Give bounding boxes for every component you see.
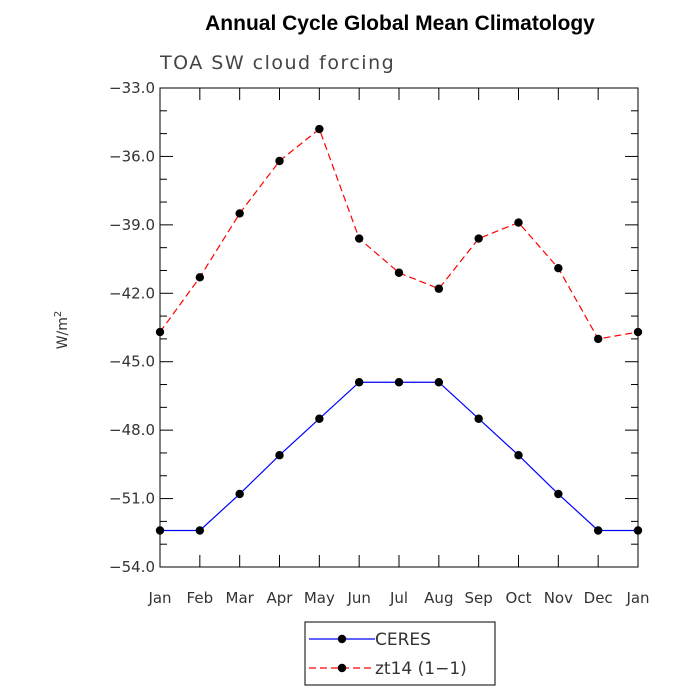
x-tick-label: Feb: [187, 589, 214, 607]
x-tick-label: Jan: [147, 589, 171, 607]
series-2-point: [593, 334, 603, 344]
series-1-point: [474, 414, 483, 423]
series-1-point: [633, 526, 643, 535]
series-2-point: [474, 234, 483, 243]
legend-label-2: zt14 (1−1): [375, 659, 467, 679]
series-2-point: [434, 284, 444, 293]
series-2-point: [394, 268, 404, 277]
y-tick-label: −51.0: [109, 490, 155, 508]
y-axis-label: W/m2: [53, 311, 71, 350]
y-axis-label-text: W/m: [55, 317, 71, 349]
y-tick-label: −45.0: [109, 353, 155, 371]
series-2-point: [155, 327, 165, 337]
y-tick-label: −33.0: [109, 79, 155, 97]
series-line-2: [159, 128, 639, 340]
x-tick-label: Mar: [226, 589, 255, 607]
series-1-point: [315, 414, 324, 423]
series-2-point: [275, 156, 284, 166]
series-1-point: [514, 451, 523, 460]
series-1-point: [554, 489, 563, 499]
legend-marker-2: [337, 663, 347, 673]
y-tick-label: −42.0: [109, 284, 155, 302]
x-tick-label: Aug: [424, 589, 453, 607]
x-tick-label: Dec: [584, 589, 613, 607]
x-tick-label: Oct: [506, 589, 532, 607]
series-1-point: [593, 526, 603, 535]
legend-box: [304, 621, 496, 686]
plot-area: −33.0 −36.0 −39.0 −42.0 −45.0 −48.0 −51.0 −54.0…: [109, 79, 650, 607]
series-2-point: [633, 327, 643, 337]
legend: CERES zt14 (1−1): [304, 621, 496, 686]
series-1-point: [235, 489, 244, 499]
chart-subtitle: TOA SW cloud forcing: [159, 52, 395, 74]
x-tick-label: Apr: [267, 589, 294, 607]
x-tick-label: May: [304, 589, 335, 607]
x-tick-label: Sep: [465, 589, 493, 607]
series-1-point: [275, 451, 284, 460]
x-tick-label: Jul: [389, 589, 408, 607]
x-tick-label: Jan: [625, 589, 649, 607]
series-1-point: [195, 526, 205, 535]
plot-frame: [159, 87, 639, 568]
legend-marker-1: [337, 634, 347, 644]
series-1-point: [394, 378, 404, 387]
series-2-point: [315, 124, 324, 134]
y-tick-label: −48.0: [109, 421, 155, 439]
series-2-point: [554, 263, 563, 273]
x-tick-label: Jun: [346, 589, 370, 607]
series-2-point: [514, 218, 523, 227]
chart-title: Annual Cycle Global Mean Climatology: [205, 12, 595, 35]
series-1-point: [354, 378, 364, 387]
legend-label-1: CERES: [375, 630, 431, 650]
series-1-point: [155, 526, 165, 535]
y-tick-label: −54.0: [109, 558, 155, 576]
y-tick-label: −36.0: [109, 147, 155, 165]
y-axis-label-superscript: 2: [53, 311, 64, 317]
series-1-point: [434, 378, 444, 387]
series-2-point: [235, 209, 244, 218]
series-2-point: [195, 273, 205, 282]
series-2-point: [354, 234, 364, 243]
x-tick-label: Nov: [544, 589, 573, 607]
y-tick-label: −39.0: [109, 216, 155, 234]
svg-text:W/m2: W/m2: [53, 311, 71, 350]
series-line-1: [160, 381, 638, 532]
